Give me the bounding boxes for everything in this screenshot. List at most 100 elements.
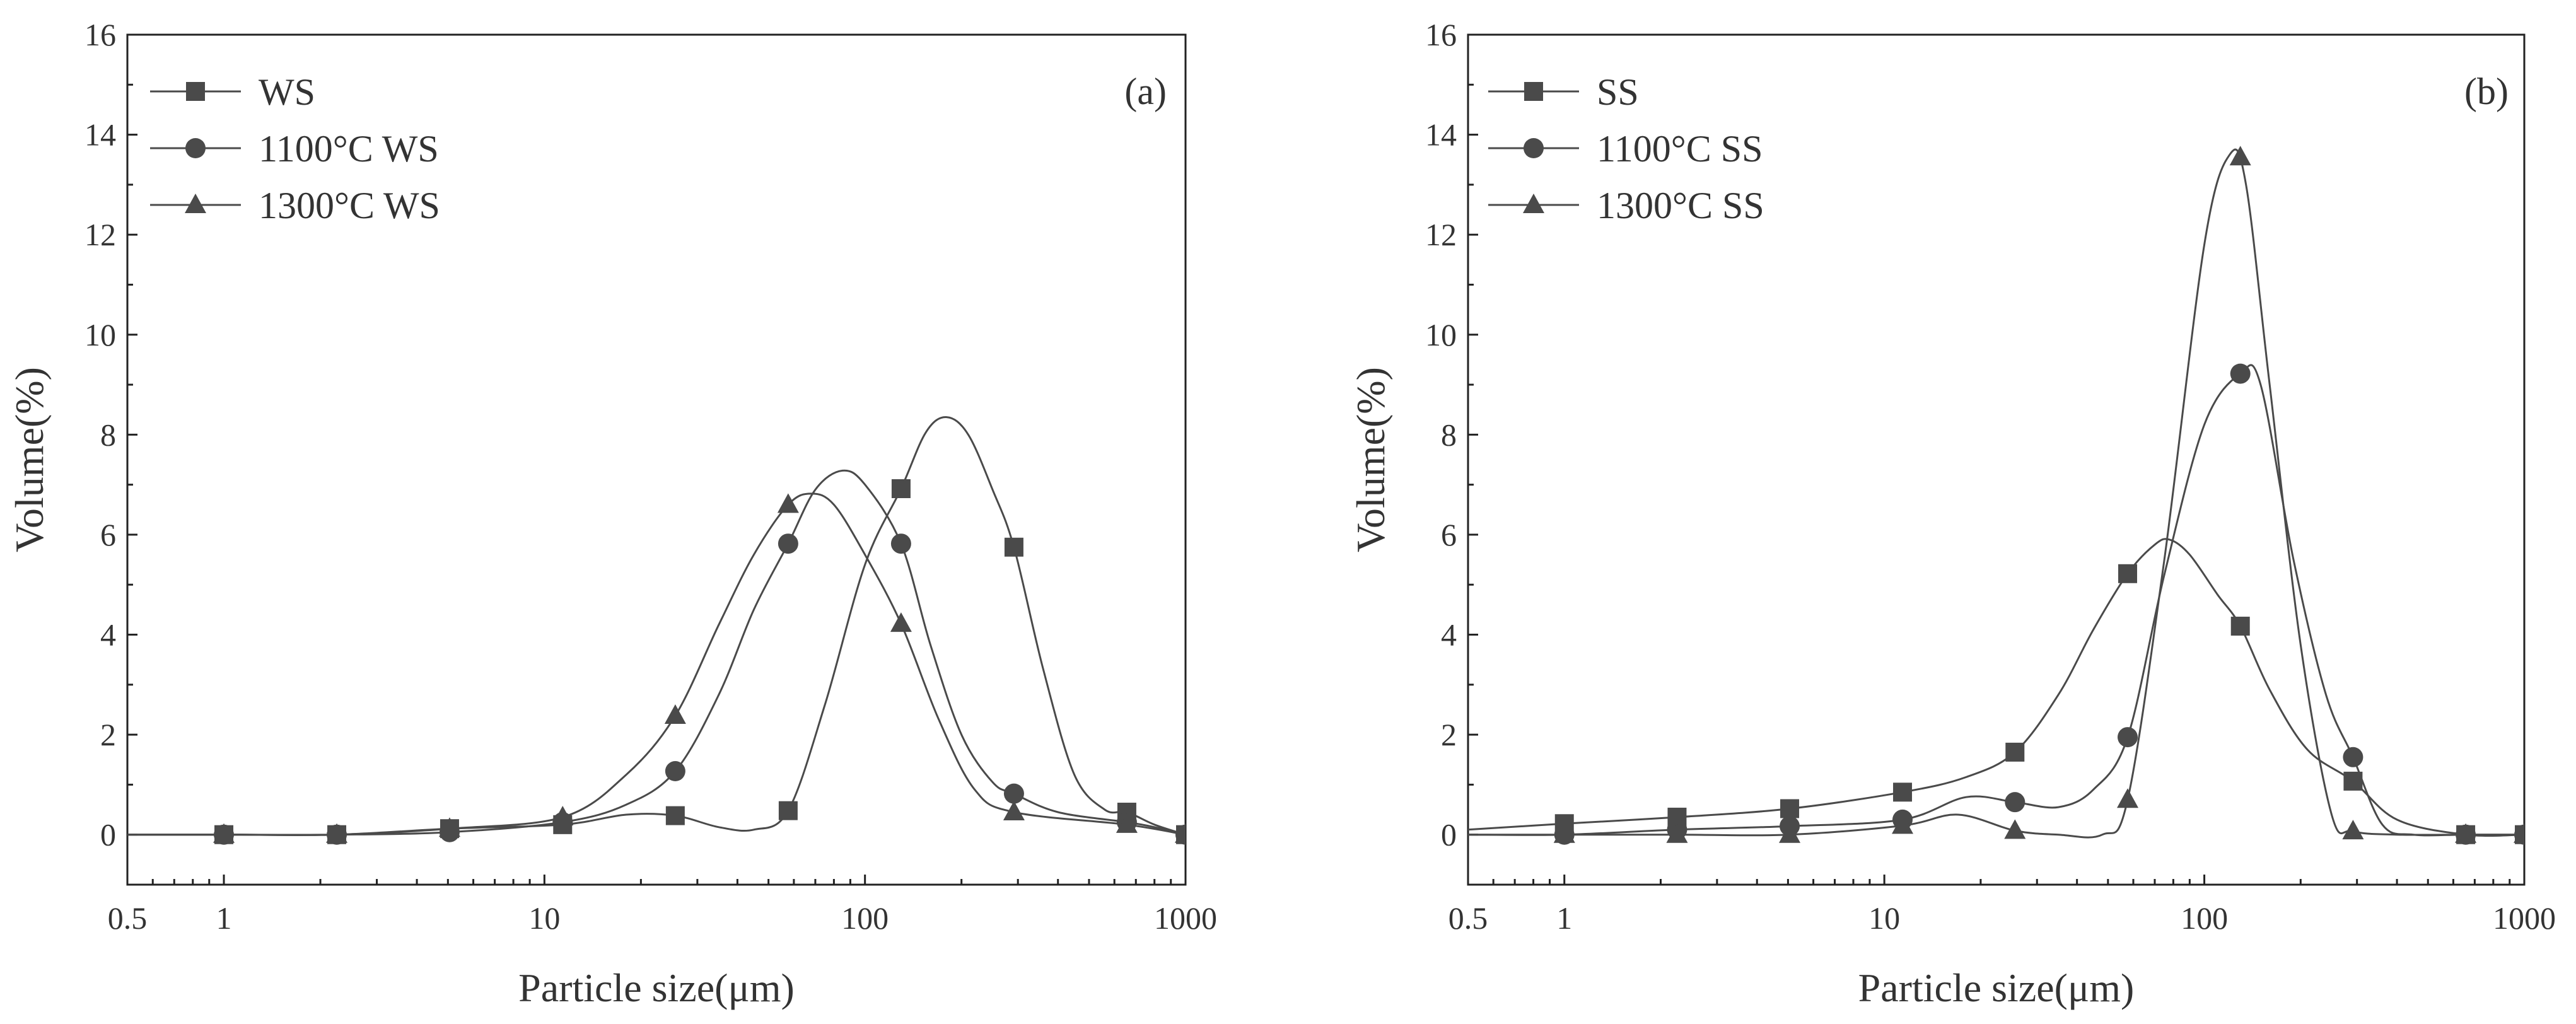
- y-tick-label: 8: [100, 417, 116, 452]
- legend-label: 1300°C SS: [1597, 185, 1764, 226]
- data-point: [2343, 747, 2363, 767]
- data-point: [2118, 564, 2138, 583]
- plot-frame: [1467, 33, 2526, 886]
- chart-panel-a: 0 2 4 6 8 10 12 14 16 0.5 1 10 100 1000 Particle size(…: [7, 17, 1217, 1010]
- x-tick-label: 1: [216, 900, 232, 936]
- x-tick-label: 0.5: [108, 900, 148, 936]
- y-tick-label: 14: [85, 117, 116, 153]
- x-tick-label: 100: [841, 900, 889, 936]
- data-point: [778, 533, 798, 554]
- panel-label: (a): [1124, 71, 1167, 112]
- legend-marker: [1523, 194, 1544, 213]
- y-tick-label: 2: [100, 717, 116, 752]
- data-point: [552, 805, 574, 825]
- series-circle: [127, 469, 1186, 845]
- legend-label: SS: [1597, 71, 1639, 113]
- data-point: [2004, 819, 2026, 839]
- y-axis-title: Volume(%): [1348, 367, 1393, 552]
- data-point: [777, 493, 799, 513]
- y-tick-label: 12: [1425, 217, 1457, 252]
- series-square: [1468, 538, 2524, 844]
- data-point: [2230, 363, 2251, 384]
- data-point: [2229, 146, 2251, 166]
- data-point: [1553, 823, 1575, 843]
- y-tick-label: 4: [1441, 617, 1457, 653]
- x-axis-title: Particle size(μm): [1858, 965, 2135, 1010]
- x-tick-label: 10: [1868, 900, 1900, 936]
- series-line: [127, 469, 1186, 836]
- data-point: [2005, 742, 2025, 762]
- data-point: [1892, 814, 1914, 834]
- y-tick-label: 16: [85, 17, 116, 52]
- x-tick-label: 10: [528, 900, 560, 936]
- legend-marker: [1524, 82, 1543, 101]
- y-tick-label: 8: [1441, 417, 1457, 452]
- legend-item: WS: [150, 71, 315, 113]
- y-tick-label: 10: [1425, 317, 1457, 352]
- data-point: [2117, 788, 2139, 808]
- series-line: [127, 416, 1186, 836]
- x-axis-title: Particle size(μm): [518, 965, 795, 1010]
- data-point: [1003, 801, 1025, 821]
- data-point: [1116, 813, 1138, 833]
- data-point: [1780, 799, 1800, 818]
- data-point: [890, 533, 911, 554]
- legend-label: 1100°C SS: [1597, 128, 1763, 170]
- legend-item: SS: [1488, 71, 1639, 113]
- data-point: [326, 823, 348, 843]
- data-point: [1893, 783, 1913, 802]
- y-tick-label: 12: [85, 217, 116, 252]
- y-tick-label: 10: [85, 317, 116, 352]
- data-point: [2230, 617, 2250, 636]
- y-tick-label: 6: [100, 517, 116, 552]
- data-point: [778, 801, 798, 820]
- series-circle: [1468, 363, 2524, 845]
- chart-panel-b: 0 2 4 6 8 10 12 14 16 0.5 1 10 100 1000 Particle size(…: [1348, 17, 2556, 1010]
- legend-marker: [185, 138, 206, 158]
- y-tick-label: 14: [1425, 117, 1457, 153]
- legend-item: 1100°C SS: [1488, 128, 1763, 170]
- data-point: [1666, 823, 1688, 843]
- legend-label: WS: [259, 71, 315, 113]
- legend-label: 1100°C WS: [259, 128, 439, 170]
- series-square: [127, 416, 1186, 844]
- legend-item: 1300°C SS: [1488, 185, 1764, 226]
- y-tick-label: 16: [1425, 17, 1457, 52]
- legend-marker: [186, 82, 205, 101]
- data-point: [665, 761, 685, 782]
- y-axis-title: Volume(%): [7, 367, 52, 552]
- data-point: [2455, 823, 2477, 843]
- data-point: [2005, 792, 2025, 813]
- x-tick-label: 1: [1556, 900, 1572, 936]
- y-tick-label: 0: [1441, 817, 1457, 852]
- x-tick-label: 1000: [2493, 900, 2556, 936]
- y-tick-label: 6: [1441, 517, 1457, 552]
- data-point: [2342, 820, 2364, 840]
- series-line: [127, 492, 1186, 836]
- legend-item: 1100°C WS: [150, 128, 439, 170]
- data-point: [1175, 823, 1186, 843]
- data-point: [665, 806, 685, 825]
- plot-frame: [126, 33, 1187, 886]
- data-point: [1003, 783, 1024, 804]
- data-point: [890, 612, 912, 632]
- data-point: [2514, 823, 2524, 843]
- data-point: [1779, 823, 1801, 843]
- x-tick-label: 100: [2181, 900, 2228, 936]
- legend-marker: [185, 194, 206, 213]
- data-point: [891, 479, 911, 498]
- legend-marker: [1524, 138, 1544, 158]
- data-point: [213, 823, 235, 843]
- y-tick-label: 0: [100, 817, 116, 852]
- legend-label: 1300°C WS: [259, 185, 440, 226]
- data-point: [664, 704, 686, 724]
- series-triangle: [127, 492, 1186, 843]
- data-point: [2118, 727, 2138, 748]
- series-line: [1468, 148, 2524, 839]
- y-tick-label: 4: [100, 617, 116, 653]
- panel-label: (b): [2464, 71, 2509, 112]
- y-tick-label: 2: [1441, 717, 1457, 752]
- series-triangle: [1468, 146, 2524, 843]
- x-tick-label: 0.5: [1448, 900, 1488, 936]
